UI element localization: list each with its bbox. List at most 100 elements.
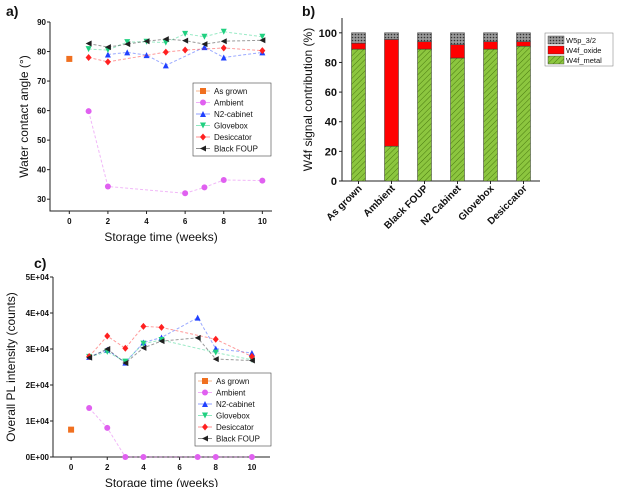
panel-b-label: b)	[302, 3, 315, 19]
panel-a-point-n2-cabinet	[220, 54, 227, 61]
panel-b-bar-w5p-3-2	[516, 32, 531, 42]
panel-b-bar-w5p-3-2	[351, 32, 366, 44]
panel-a-point-desiccator	[220, 44, 227, 52]
panel-a-y-tick-label: 70	[37, 77, 46, 86]
panel-a-point-black-foup	[124, 41, 131, 48]
panel-c-line-n2-cabinet	[88, 317, 252, 364]
panel-a-point-black-foup	[182, 37, 189, 44]
panel-c-point-glovebox	[212, 349, 219, 356]
panel-b-y-tick-label: 40	[325, 117, 337, 129]
panel-a-point-desiccator	[182, 46, 189, 54]
panel-c-point-ambient	[212, 454, 219, 460]
panel-a-point-ambient	[85, 108, 92, 115]
panel-c-point-black-foup	[140, 344, 147, 351]
panel-b-y-tick-label: 20	[325, 146, 337, 158]
panel-b-bar-w4f-metal	[351, 48, 366, 182]
panel-c-x-tick-label: 2	[105, 463, 110, 472]
panel-c-point-ambient	[140, 454, 147, 460]
panel-a-legend-marker-glovebox	[200, 122, 206, 129]
panel-c-label: c)	[34, 255, 46, 271]
panel-c-y-tick-label: 4E+04	[26, 309, 50, 318]
panel-b-legend-swatch	[547, 45, 565, 55]
panel-a-point-as-grown	[66, 55, 73, 62]
panel-a-axes	[49, 22, 272, 212]
panel-a-point-black-foup	[259, 37, 266, 44]
panel-a-point-desiccator	[85, 53, 92, 61]
panel-c-y-tick-label: 3E+04	[26, 345, 50, 354]
panel-a-legend-marker-n2-cabinet	[200, 111, 206, 117]
panel-a-point-black-foup	[201, 41, 208, 48]
panel-a-y-tick-label: 80	[37, 48, 46, 57]
panel-a-label: a)	[6, 3, 18, 19]
panel-c-y-tick-label: 1E+04	[26, 417, 50, 426]
panel-a-point-desiccator	[104, 58, 111, 66]
panel-b-bar-w4f-oxide	[483, 41, 498, 50]
panel-a-point-ambient	[182, 190, 189, 197]
panel-a-point-glovebox	[124, 39, 131, 46]
panel-c-legend	[194, 372, 272, 447]
panel-a-point-ambient	[220, 176, 227, 183]
panel-b-bar-w4f-oxide	[450, 44, 465, 59]
panel-c-legend-label-n2-cabinet: N2-cabinet	[216, 400, 255, 409]
panel-b-legend-swatch	[547, 35, 565, 45]
panel-c-point-black-foup	[194, 334, 201, 341]
panel-b-y-tick-label: 0	[331, 176, 337, 188]
panel-a-y-tick-label: 30	[37, 195, 46, 204]
panel-a-point-ambient	[201, 184, 208, 191]
panel-a-x-tick-label: 0	[67, 217, 72, 226]
panel-b-bar-w5p-3-2	[384, 32, 399, 40]
panel-b-legend-label: W4f_oxide	[566, 46, 601, 55]
panel-c-point-black-foup	[212, 356, 219, 363]
panel-a-point-black-foup	[220, 38, 227, 45]
panel-a-y-tick-label: 90	[37, 18, 46, 27]
panel-c-x-tick-label: 10	[247, 463, 256, 472]
panel-c-point-black-foup	[248, 357, 255, 364]
panel-c-x-tick-label: 8	[214, 463, 219, 472]
panel-c-point-n2-cabinet	[194, 314, 201, 321]
panel-c-legend-marker-as-grown	[202, 378, 208, 384]
panel-a-legend-label-desiccator: Desiccator	[214, 133, 252, 142]
panel-c-legend-label-black-foup: Black FOUP	[216, 435, 260, 444]
panel-a-point-n2-cabinet	[104, 51, 111, 58]
panel-a-line-desiccator	[88, 47, 263, 63]
panel-b-y-tick-label: 100	[319, 28, 337, 40]
panel-a-x-tick-label: 2	[106, 217, 111, 226]
panel-c-legend-marker-n2-cabinet	[202, 401, 208, 407]
panel-c-point-desiccator	[140, 322, 147, 330]
panel-a-legend	[192, 82, 272, 157]
panel-b-bar-w4f-metal	[483, 48, 498, 182]
panel-c-point-ambient	[248, 454, 255, 460]
panel-a-point-ambient	[104, 183, 111, 190]
panel-c-x-tick-label: 0	[69, 463, 74, 472]
panel-c-line-glovebox	[89, 339, 253, 363]
panel-b-legend-label: W5p_3/2	[566, 36, 596, 45]
panel-a-point-glovebox	[182, 30, 189, 37]
panel-b-y-tick-label: 80	[325, 57, 337, 69]
panel-c-legend-label-desiccator: Desiccator	[216, 423, 254, 432]
panel-c-point-desiccator	[158, 323, 165, 331]
panel-a-point-glovebox	[220, 28, 227, 35]
panel-b-bar-w4f-metal	[450, 57, 465, 182]
panel-c-y-axis-label: Overall PL intensity (counts)	[4, 292, 18, 442]
panel-c-point-ambient	[104, 424, 111, 431]
panel-c-x-tick-label: 6	[177, 463, 182, 472]
panel-a-y-tick-label: 60	[37, 107, 46, 116]
panel-c-legend-marker-ambient	[202, 389, 208, 396]
panel-b-bar-w4f-metal	[384, 145, 399, 182]
panel-c-line-desiccator	[88, 325, 253, 358]
panel-c-legend-marker-desiccator	[202, 423, 208, 431]
panel-b-bar-w4f-oxide	[351, 42, 366, 50]
panel-a-x-tick-label: 4	[144, 217, 149, 226]
panel-a-y-tick-label: 40	[37, 166, 46, 175]
panel-a-y-tick-label: 50	[37, 136, 46, 145]
panel-b-bar-w5p-3-2	[483, 32, 498, 42]
panel-b-bar-w4f-oxide	[417, 41, 432, 50]
panel-c-point-ambient	[86, 405, 93, 412]
panel-c-point-desiccator	[122, 344, 129, 352]
panel-c-point-as-grown	[68, 426, 75, 433]
panel-a-x-tick-label: 8	[222, 217, 227, 226]
panel-a-point-black-foup	[104, 44, 111, 51]
panel-c-point-ambient	[194, 454, 201, 460]
panel-a-point-n2-cabinet	[124, 49, 131, 56]
